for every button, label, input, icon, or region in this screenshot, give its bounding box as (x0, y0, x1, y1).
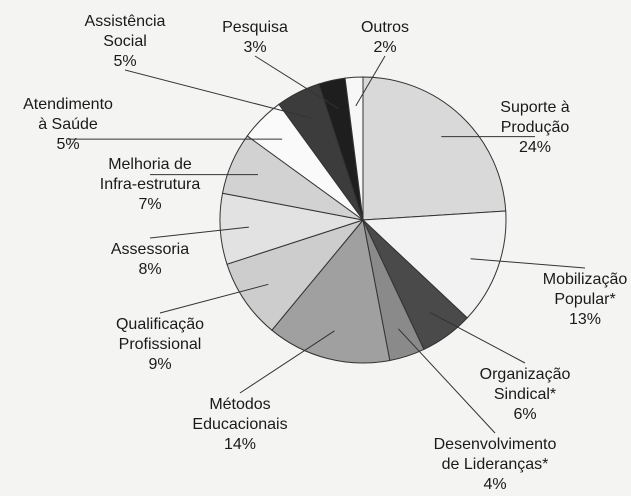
pie-slice (344, 76, 364, 221)
slice-value-label: 24% (519, 139, 551, 156)
slice-value-label: 5% (56, 136, 79, 153)
slice-label: Profissional (119, 336, 202, 353)
slice-label: Assessoria (111, 241, 189, 258)
leader-line (430, 312, 526, 364)
slice-label: Métodos (209, 396, 270, 413)
slice-value-label: 9% (148, 356, 171, 373)
slice-label: Desenvolvimento (434, 436, 557, 453)
slice-label: Organização (480, 366, 571, 383)
slice-value-label: 6% (513, 406, 536, 423)
slice-label: Sindical* (494, 386, 556, 403)
slice-value-label: 5% (113, 53, 136, 70)
slice-label: Educacionais (192, 416, 287, 433)
slice-value-label: 3% (243, 39, 266, 56)
leader-line (239, 330, 335, 394)
slice-label: Social (103, 33, 147, 50)
leader-line (124, 69, 312, 119)
slice-value-label: 8% (138, 261, 161, 278)
slice-label: Assistência (85, 13, 166, 30)
pie-slice (271, 218, 391, 364)
pie-slice (361, 210, 507, 319)
slice-value-label: 14% (224, 436, 256, 453)
slice-label: Infra-estrutura (100, 176, 201, 193)
slice-value-label: 4% (483, 476, 506, 493)
slice-label: à Saúde (38, 116, 98, 133)
slice-label: Pesquisa (222, 19, 288, 36)
slice-value-label: 2% (373, 39, 396, 56)
slice-label: Produção (501, 119, 570, 136)
slice-label: Suporte à (500, 99, 569, 116)
leader-line (470, 258, 586, 269)
slice-label: Atendimento (23, 96, 113, 113)
leader-line (397, 328, 496, 434)
pie-slice (226, 218, 365, 331)
slice-value-label: 13% (569, 311, 601, 328)
leader-line (254, 55, 339, 109)
leader-line (149, 226, 249, 239)
slice-label: Outros (361, 19, 409, 36)
slice-label: Qualificação (116, 316, 204, 333)
slice-value-label: 7% (138, 196, 161, 213)
slice-label: Mobilização (543, 271, 628, 288)
slice-label: Melhoria de (108, 156, 192, 173)
slice-label: Popular* (554, 291, 615, 308)
pie-slice (362, 76, 507, 221)
leader-line (159, 283, 269, 314)
slice-label: de Lideranças* (442, 456, 549, 473)
leader-line (355, 55, 386, 107)
